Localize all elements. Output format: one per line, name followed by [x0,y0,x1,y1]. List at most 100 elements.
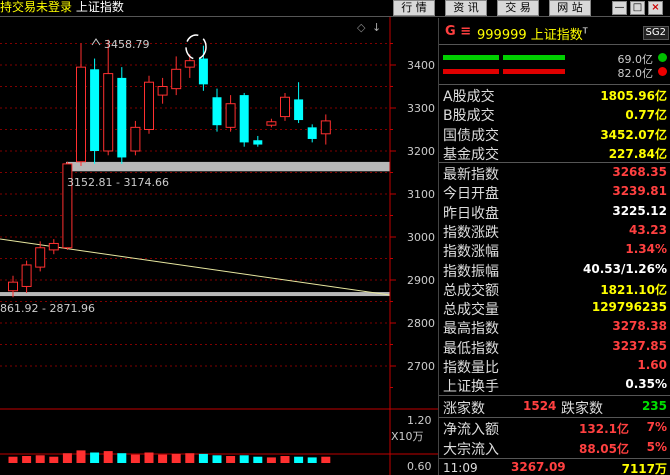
candle-body-up [130,126,141,152]
flow-bars: 69.0亿 82.0亿 [439,48,670,82]
minimize-icon[interactable]: — [612,1,627,15]
index-stat-value: 3278.38 [612,319,667,334]
index-stat-value: 40.53/1.26% [583,261,667,276]
close-icon[interactable]: × [648,1,663,15]
y-tick-label: 3200 [407,145,435,158]
candle-body-up [8,281,18,292]
inflow-bar-2 [503,55,565,60]
candle-body-up [144,81,154,130]
down-arrow-icon[interactable]: ↓ [372,21,381,34]
index-stat-label: 最低指数 [443,340,499,357]
trade-button[interactable]: 交 易 [497,0,539,16]
flow-pct: 5% [646,440,667,454]
top-bar: 持交易未登录 上证指数 行 情 资 讯 交 易 网 站 — □ × [0,0,670,17]
volume-bar [280,456,290,463]
index-stat-value: 3225.12 [612,203,667,218]
inflow-bar-1 [443,55,499,60]
bar1-value: 69.0亿 [617,53,654,66]
flow-value: 88.05亿 [579,442,629,456]
outflow-bar-2 [503,69,565,74]
flow-label: 大宗流入 [443,442,499,458]
index-stat-value: 3237.85 [612,338,667,353]
red-dot-icon [658,67,667,76]
volume-bar [35,455,45,463]
y-tick-label: 3300 [407,102,435,115]
index-stat-value: 3239.81 [612,184,667,199]
kline-chart[interactable]: 3400 3300 3200 3100 3000 2900 2800 2700 ◇ ↓ 345… [0,17,438,475]
volume-bars [8,450,331,463]
index-stat-value: 1.34% [625,242,667,257]
index-stat-value: 0.35% [625,377,667,392]
candle-body-up [157,86,168,96]
candle-body-down [239,95,249,143]
volume-bar [62,453,72,463]
turnover-row: 基金成交 227.84亿 [439,143,670,163]
index-stat-label: 指数振幅 [443,263,499,280]
footer-volume: 7117万 [621,462,667,475]
volume-bar [144,452,154,463]
y-tick-label: 3100 [407,188,435,201]
index-stat-label: 今日开盘 [443,186,499,203]
website-button[interactable]: 网 站 [549,0,591,16]
candle-body-up [62,163,73,249]
flow-row: 净流入额 132.1亿 7% [439,418,670,438]
news-button[interactable]: 资 讯 [445,0,487,16]
outflow-bar-1 [443,69,499,74]
candle-body-down [198,58,208,85]
maximize-icon[interactable]: □ [630,1,645,15]
index-stat-label: 指数涨跌 [443,224,499,241]
index-stat-row: 指数量比 1.60 [439,356,670,376]
y-tick-label: 2900 [407,274,435,287]
quote-panel: G ≡ 999999 上证指数T SG2 69.0亿 82.0亿 A股成交 180… [438,18,670,475]
index-stat-row: 最新指数 3268.35 [439,163,670,183]
sg-badge[interactable]: SG2 [642,26,669,40]
candle-body-up [320,120,331,135]
volume-bar [90,452,100,463]
index-stat-row: 总成交量 129796235 [439,298,670,319]
volume-bar [8,456,18,463]
trend-line [0,238,391,296]
chart-grid [0,43,438,455]
index-stat-value: 129796235 [591,300,667,315]
market-button[interactable]: 行 情 [393,0,435,16]
turnover-value: 227.84亿 [608,146,667,161]
range-box-top [66,161,390,172]
y-tick-label: 2700 [407,360,435,373]
window-title: 持交易未登录 上证指数 [0,0,124,15]
turnover-label: 基金成交 [443,146,499,163]
candle-body-down [253,140,263,145]
index-stat-row: 指数振幅 40.53/1.26% [439,260,670,280]
group-indicator[interactable]: G ≡ [445,24,472,39]
fall-label: 跌家数 [561,401,603,417]
volume-bar [266,457,276,463]
candle-body-up [171,68,182,90]
index-stat-row: 上证换手 0.35% [439,375,670,396]
range-box-bottom [0,292,390,297]
volume-bar [185,453,195,463]
highlight-circle [185,34,207,60]
volume-bar [49,456,59,463]
volume-bar [117,453,127,463]
index-stat-label: 最新指数 [443,167,499,183]
candle-body-down [294,99,304,121]
volume-bar [307,457,317,463]
high-label: 3458.79 [104,38,150,51]
volume-bar [198,453,208,463]
diamond-icon[interactable]: ◇ [357,21,366,34]
index-stat-value: 1821.10亿 [600,282,667,297]
volume-bar [212,455,222,463]
candle-body-down [117,77,127,158]
index-stat-row: 今日开盘 3239.81 [439,182,670,203]
green-dot-icon [658,53,667,62]
panel-title: G ≡ 999999 上证指数T SG2 [439,18,670,44]
volume-bar [22,456,32,463]
box-label-top: 3152.81 - 3174.66 [67,176,169,189]
volume-bar [103,451,113,463]
index-stat-label: 总成交额 [443,282,499,299]
volume-bar [253,456,263,463]
candle-body-up [76,66,86,163]
index-stat-label: 总成交量 [443,302,499,319]
y-tick-label: 3000 [407,231,435,244]
login-status: 持交易未登录 [0,0,73,14]
index-stat-label: 上证换手 [443,379,499,396]
